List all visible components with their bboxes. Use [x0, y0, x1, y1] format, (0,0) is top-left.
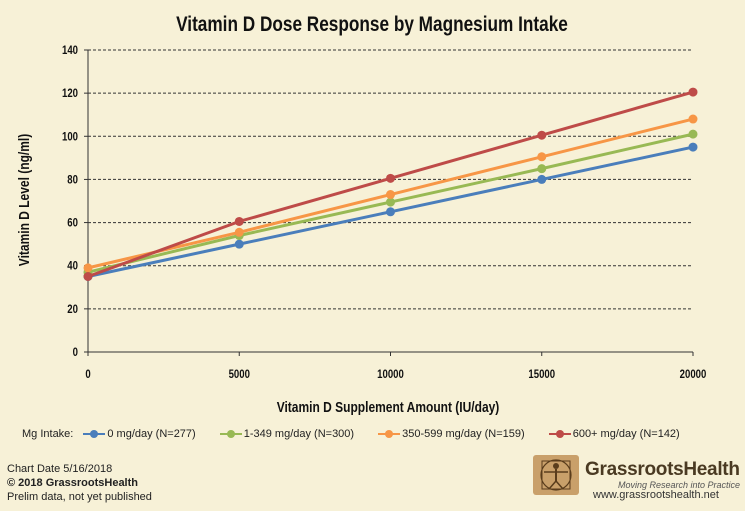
- series-3-point: [83, 272, 93, 281]
- series-2-point: [537, 152, 547, 162]
- legend: Mg Intake: 0 mg/day (N=277) 1-349 mg/day…: [22, 428, 704, 440]
- series-0-point: [234, 239, 244, 249]
- x-axis-label: Vitamin D Supplement Amount (IU/day): [277, 399, 500, 416]
- series-3-point: [234, 216, 244, 226]
- chart-date: Chart Date 5/16/2018: [7, 463, 113, 475]
- x-tick-label: 5000: [229, 368, 250, 381]
- legend-swatch-red: [548, 429, 571, 439]
- legend-item-600plus-mg: 600+ mg/day (N=142): [548, 428, 680, 440]
- y-tick-label: 80: [67, 173, 78, 186]
- copyright: © 2018 GrassrootsHealth: [7, 477, 138, 489]
- logo-url: www.grassrootshealth.net: [593, 489, 719, 501]
- series-1-point: [537, 164, 547, 174]
- y-tick-label: 140: [62, 44, 78, 57]
- series-0-point: [688, 142, 698, 152]
- y-tick-label: 0: [73, 346, 78, 359]
- legend-swatch-blue: [83, 429, 106, 439]
- y-tick-label: 20: [67, 303, 78, 316]
- legend-item-350-599mg: 350-599 mg/day (N=159): [378, 428, 525, 440]
- legend-label-1-349mg: 1-349 mg/day (N=300): [243, 428, 355, 440]
- series-3-point: [537, 130, 547, 140]
- x-tick-label: 20000: [680, 368, 707, 381]
- series-0-point: [386, 207, 395, 217]
- axes: 0 20 40 60 80 100 120 140 0 5000 10000 15000 20000: [62, 44, 706, 381]
- legend-item-0mg: 0 mg/day (N=277): [83, 428, 196, 440]
- legend-label-0mg: 0 mg/day (N=277): [107, 428, 196, 440]
- series-2-point: [234, 227, 244, 237]
- grassrootshealth-logo: GrassrootsHealth Moving Research into Pr…: [533, 455, 743, 503]
- y-tick-label: 40: [67, 260, 78, 273]
- series-2-point: [688, 114, 698, 124]
- x-tick-label: 10000: [377, 368, 404, 381]
- series-3-point: [386, 173, 395, 183]
- footer-info: Chart Date 5/16/2018 © 2018 GrassrootsHe…: [7, 462, 152, 504]
- vitruvian-man-icon: [533, 455, 579, 495]
- prelim-note: Prelim data, not yet published: [7, 491, 152, 503]
- chart-title: Vitamin D Dose Response by Magnesium Int…: [176, 14, 568, 37]
- y-tick-label: 100: [62, 130, 78, 143]
- series-1-point: [386, 197, 395, 207]
- x-tick-label: 0: [85, 368, 90, 381]
- legend-item-1-349mg: 1-349 mg/day (N=300): [219, 428, 355, 440]
- legend-label-600plus-mg: 600+ mg/day (N=142): [572, 428, 680, 440]
- y-tick-label: 60: [67, 217, 78, 230]
- data-series: [83, 87, 698, 281]
- legend-title: Mg Intake:: [22, 428, 74, 440]
- x-tick-label: 15000: [528, 368, 555, 381]
- series-2-point: [83, 263, 93, 273]
- series-2-point: [386, 190, 395, 200]
- y-axis-label: Vitamin D Level (ng/ml): [16, 134, 33, 266]
- legend-swatch-orange: [378, 429, 401, 439]
- legend-label-350-599mg: 350-599 mg/day (N=159): [402, 428, 525, 440]
- logo-name: GrassrootsHealth: [585, 459, 740, 480]
- series-3-point: [688, 87, 698, 97]
- series-0-point: [537, 174, 547, 184]
- logo-tagline: Moving Research into Practice: [618, 480, 741, 490]
- series-1-point: [688, 129, 698, 139]
- y-tick-label: 120: [62, 87, 78, 100]
- legend-swatch-green: [219, 429, 242, 439]
